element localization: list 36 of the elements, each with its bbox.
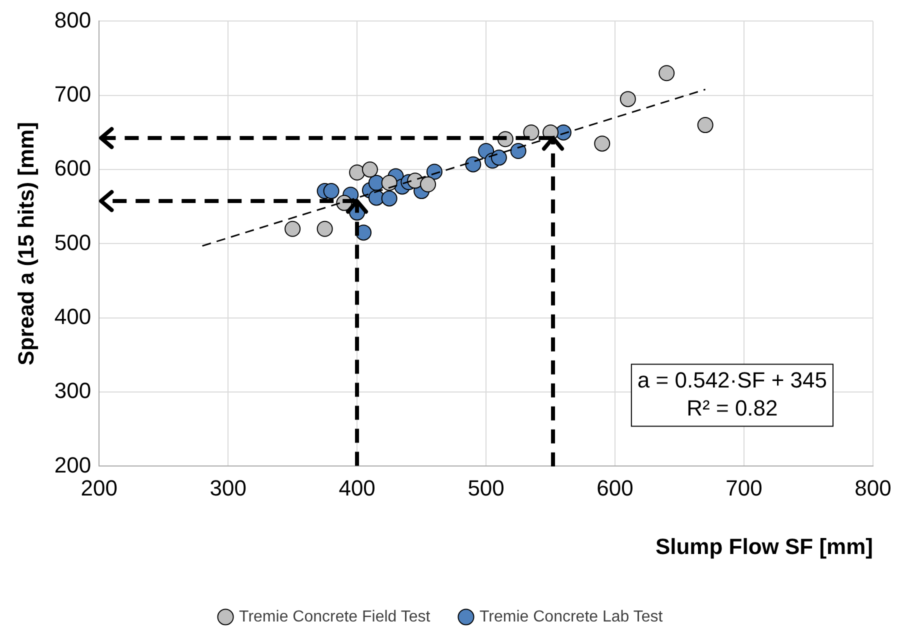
- y-tick-label: 700: [54, 81, 92, 106]
- y-axis-title: Spread a (15 hits) [mm]: [13, 122, 38, 366]
- point: [594, 136, 610, 152]
- point: [697, 117, 714, 134]
- x-tick-label: 500: [468, 475, 504, 500]
- y-tick-label: 200: [54, 452, 92, 478]
- annotation: R² = 0.82: [686, 395, 778, 420]
- point: [490, 150, 507, 166]
- x-axis-title: Slump Flow SF [mm]: [655, 534, 873, 559]
- point: [381, 174, 398, 191]
- y-tick-label: 500: [54, 230, 92, 255]
- x-tick-label: 800: [854, 475, 892, 500]
- point: [323, 183, 340, 200]
- y-tick-label: 800: [54, 7, 92, 32]
- y-tick-label: 600: [54, 156, 92, 181]
- point: [349, 164, 366, 180]
- legend-label: Tremie Concrete Field Test: [239, 608, 431, 626]
- y-tick-label: 400: [54, 304, 92, 329]
- x-tick-label: 600: [596, 475, 634, 500]
- point: [465, 156, 482, 172]
- y-tick-label: 300: [54, 378, 92, 404]
- x-tick-label: 200: [80, 475, 118, 500]
- x-tick-label: 700: [726, 475, 762, 500]
- point: [362, 162, 378, 178]
- point: [620, 91, 636, 108]
- point: [510, 142, 526, 159]
- point: [523, 124, 540, 140]
- point: [420, 176, 436, 192]
- annotation: a = 0.542·SF + 345: [637, 367, 827, 392]
- x-tick-label: 300: [210, 475, 246, 500]
- x-tick-label: 400: [338, 475, 376, 500]
- point: [284, 220, 301, 237]
- point: [316, 220, 333, 237]
- legend-label: Tremie Concrete Lab Test: [479, 608, 664, 626]
- point: [381, 190, 398, 206]
- point: [658, 65, 675, 82]
